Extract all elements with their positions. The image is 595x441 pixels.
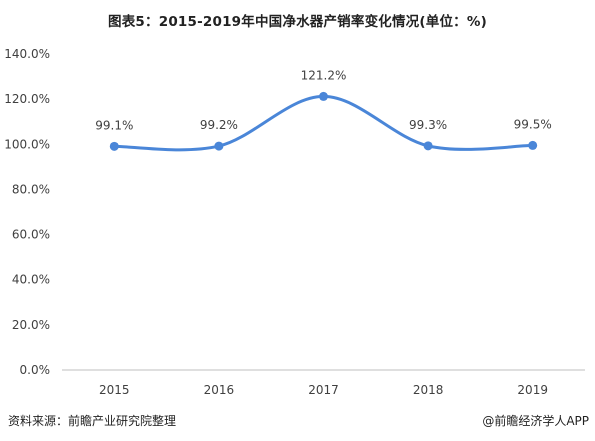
y-tick-label: 120.0% <box>4 92 50 106</box>
data-label: 99.5% <box>514 117 552 131</box>
data-point <box>319 91 328 101</box>
data-labels: 99.1% 99.2% 121.2% 99.3% 99.5% <box>95 68 552 132</box>
y-tick-label: 40.0% <box>12 273 50 287</box>
y-tick-label: 100.0% <box>4 137 50 151</box>
data-label: 99.1% <box>95 118 133 132</box>
y-tick-label: 20.0% <box>12 318 50 332</box>
data-point <box>528 140 538 150</box>
y-tick-label: 60.0% <box>12 228 50 242</box>
y-tick-label: 80.0% <box>12 182 50 196</box>
x-tick-label: 2015 <box>99 383 130 397</box>
data-point <box>214 141 224 151</box>
chart-title: 图表5：2015-2019年中国净水器产销率变化情况(单位：%) <box>108 14 487 30</box>
y-axis-ticks: 0.0% 20.0% 40.0% 60.0% 80.0% 100.0% 120.0% 140.… <box>4 47 50 377</box>
source-note: 资料来源：前瞻产业研究院整理 <box>8 414 177 428</box>
x-tick-label: 2018 <box>413 383 444 397</box>
y-tick-label: 140.0% <box>4 47 50 61</box>
x-tick-label: 2019 <box>517 383 548 397</box>
data-label: 121.2% <box>301 68 347 82</box>
x-tick-label: 2017 <box>308 383 339 397</box>
y-tick-label: 0.0% <box>20 363 51 377</box>
x-tick-label: 2016 <box>204 383 235 397</box>
data-point <box>423 141 433 151</box>
brand-credit: @前瞻经济学人APP <box>482 414 589 428</box>
x-axis-ticks: 2015 2016 2017 2018 2019 <box>99 383 548 397</box>
data-label: 99.2% <box>200 118 238 132</box>
data-point <box>109 141 119 151</box>
series-line <box>112 94 535 152</box>
data-label: 99.3% <box>409 118 447 132</box>
data-points <box>109 91 538 151</box>
